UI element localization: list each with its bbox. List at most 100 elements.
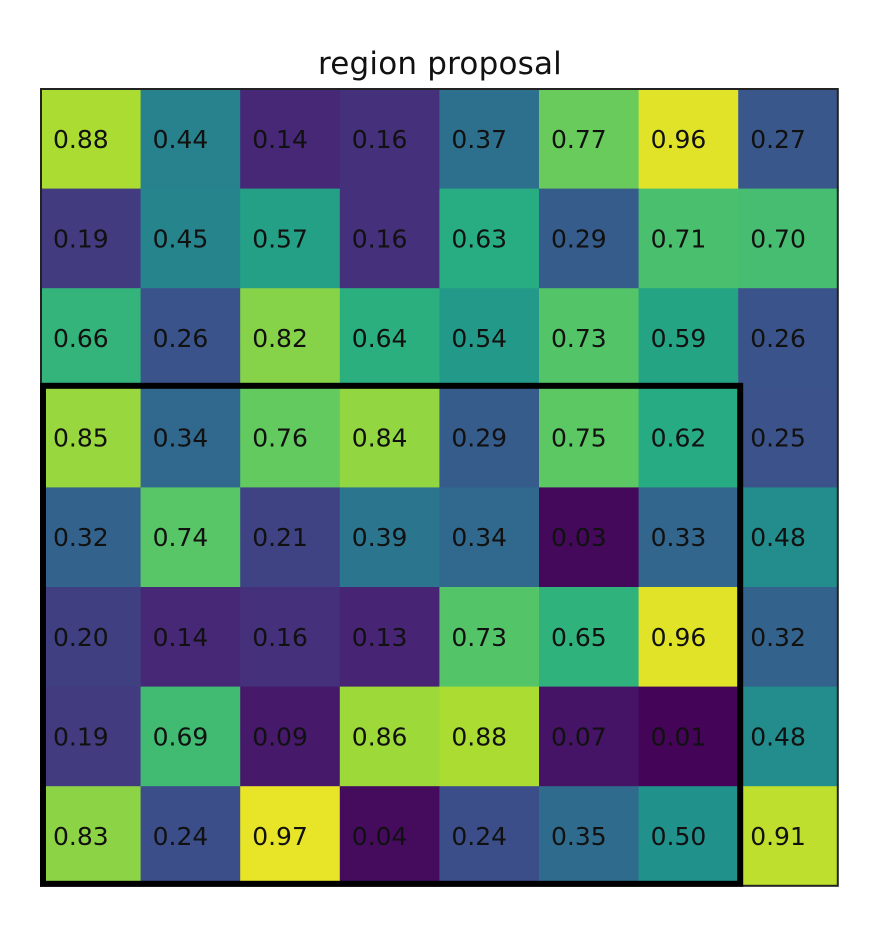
cell-value-label: 0.88 <box>451 722 507 751</box>
cell-value-label: 0.88 <box>53 125 109 154</box>
heatmap-cell <box>539 188 640 289</box>
cell-value-label: 0.76 <box>252 424 308 453</box>
cell-value-label: 0.77 <box>551 125 607 154</box>
cell-value-label: 0.24 <box>451 822 507 851</box>
heatmap-cell <box>638 188 739 289</box>
heatmap-cell <box>140 288 241 389</box>
cell-value-label: 0.19 <box>53 722 109 751</box>
heatmap-cell <box>439 686 540 787</box>
heatmap-cell <box>41 487 142 588</box>
heatmap-cell <box>140 89 241 190</box>
cell-value-label: 0.09 <box>252 722 308 751</box>
heatmap-cell <box>140 387 241 488</box>
heatmap-cell <box>41 387 142 488</box>
cell-value-label: 0.26 <box>153 324 209 353</box>
heatmap-cell <box>439 487 540 588</box>
cell-value-label: 0.01 <box>651 722 707 751</box>
cell-value-label: 0.74 <box>153 523 209 552</box>
cell-value-label: 0.13 <box>352 623 408 652</box>
cell-value-label: 0.86 <box>352 722 408 751</box>
cell-value-label: 0.21 <box>252 523 308 552</box>
heatmap-cell <box>41 786 142 887</box>
heatmap-cell <box>738 188 839 289</box>
heatmap-cell <box>539 288 640 389</box>
cell-value-label: 0.59 <box>651 324 707 353</box>
heatmap-cell <box>738 487 839 588</box>
heatmap-cell <box>638 487 739 588</box>
heatmap-cell <box>140 686 241 787</box>
cell-value-label: 0.32 <box>53 523 109 552</box>
heatmap-cell <box>339 786 440 887</box>
heatmap-cell <box>339 89 440 190</box>
cell-value-label: 0.19 <box>53 224 109 253</box>
cell-value-label: 0.14 <box>252 125 308 154</box>
cell-value-label: 0.57 <box>252 224 308 253</box>
cell-value-label: 0.33 <box>651 523 707 552</box>
heatmap-cell <box>439 288 540 389</box>
heatmap-cell <box>240 188 341 289</box>
heatmap-cell <box>638 89 739 190</box>
cell-value-label: 0.27 <box>750 125 806 154</box>
heatmap-cell <box>41 89 142 190</box>
heatmap-cell <box>240 288 341 389</box>
heatmap-cell <box>638 587 739 688</box>
heatmap-cell <box>738 387 839 488</box>
heatmap-cell <box>339 188 440 289</box>
heatmap-cell <box>140 487 241 588</box>
heatmap-cell <box>539 587 640 688</box>
cell-value-label: 0.70 <box>750 224 806 253</box>
heatmap-cell <box>41 288 142 389</box>
cell-value-label: 0.20 <box>53 623 109 652</box>
heatmap-cell <box>738 786 839 887</box>
heatmap-cell <box>638 686 739 787</box>
cell-value-label: 0.34 <box>153 424 209 453</box>
heatmap-cell <box>240 387 341 488</box>
cell-value-label: 0.50 <box>651 822 707 851</box>
cell-value-label: 0.03 <box>551 523 607 552</box>
heatmap-cell <box>339 288 440 389</box>
cell-value-label: 0.83 <box>53 822 109 851</box>
heatmap-cell <box>140 786 241 887</box>
cell-value-label: 0.16 <box>352 125 408 154</box>
heatmap-cells: 0.88 0.44 0.14 0.16 0.37 0.77 0.96 0.27 0.19 0.45… <box>41 89 839 887</box>
heatmap-cell <box>439 387 540 488</box>
cell-value-label: 0.54 <box>451 324 507 353</box>
heatmap-cell <box>738 89 839 190</box>
heatmap-cell <box>339 686 440 787</box>
heatmap-cell <box>638 288 739 389</box>
heatmap-cell <box>539 686 640 787</box>
heatmap-cell <box>41 587 142 688</box>
cell-value-label: 0.24 <box>153 822 209 851</box>
cell-value-label: 0.29 <box>451 424 507 453</box>
chart-title: region proposal <box>317 46 562 82</box>
heatmap-cell <box>41 686 142 787</box>
cell-value-label: 0.85 <box>53 424 109 453</box>
cell-value-label: 0.34 <box>451 523 507 552</box>
cell-value-label: 0.66 <box>53 324 109 353</box>
cell-value-label: 0.35 <box>551 822 607 851</box>
cell-value-label: 0.07 <box>551 722 607 751</box>
heatmap-cell <box>240 487 341 588</box>
cell-value-label: 0.25 <box>750 424 806 453</box>
cell-value-label: 0.16 <box>352 224 408 253</box>
heatmap-cell <box>539 89 640 190</box>
cell-value-label: 0.91 <box>750 822 806 851</box>
heatmap-cell <box>439 786 540 887</box>
cell-value-label: 0.96 <box>651 623 707 652</box>
region-proposal-box <box>40 382 744 887</box>
cell-value-label: 0.39 <box>352 523 408 552</box>
heatmap-cell <box>140 587 241 688</box>
heatmap-cell <box>738 686 839 787</box>
cell-value-label: 0.14 <box>153 623 209 652</box>
cell-value-label: 0.16 <box>252 623 308 652</box>
cell-value-label: 0.04 <box>352 822 408 851</box>
heatmap-cell <box>738 587 839 688</box>
heatmap-cell <box>539 786 640 887</box>
cell-value-label: 0.26 <box>750 324 806 353</box>
cell-value-label: 0.63 <box>451 224 507 253</box>
heatmap-cell <box>339 387 440 488</box>
heatmap-cell <box>439 188 540 289</box>
heatmap-cell <box>240 786 341 887</box>
cell-value-label: 0.65 <box>551 623 607 652</box>
